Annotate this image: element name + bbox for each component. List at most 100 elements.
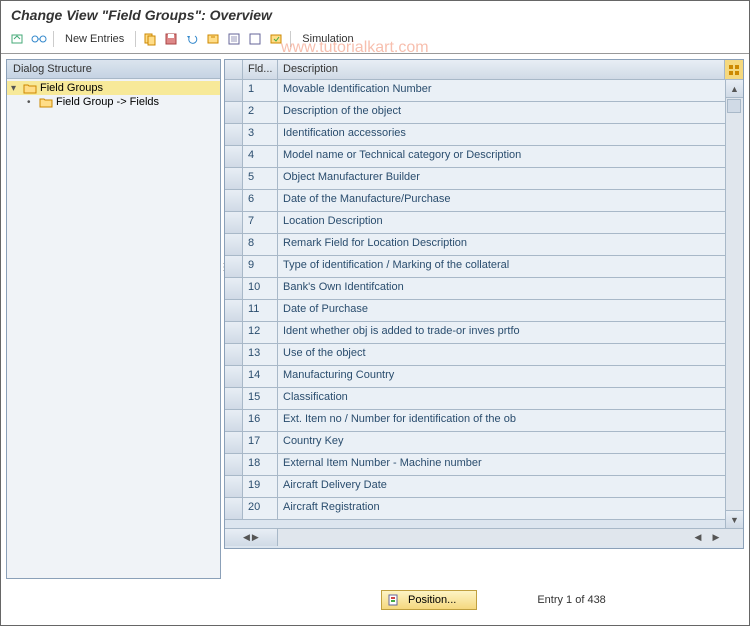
- cell-description[interactable]: Identification accessories: [278, 124, 743, 146]
- cell-description[interactable]: Type of identification / Marking of the …: [278, 256, 743, 278]
- row-selector[interactable]: [225, 388, 243, 410]
- glasses-icon[interactable]: [30, 30, 48, 48]
- row-selector[interactable]: [225, 256, 243, 278]
- config-icon[interactable]: [267, 30, 285, 48]
- table-row[interactable]: 12Ident whether obj is added to trade-or…: [225, 322, 743, 344]
- row-selector[interactable]: [225, 212, 243, 234]
- table-row[interactable]: 11Date of Purchase: [225, 300, 743, 322]
- select-all-header[interactable]: [225, 60, 243, 79]
- table-row[interactable]: 3Identification accessories: [225, 124, 743, 146]
- expand-icon[interactable]: [9, 30, 27, 48]
- cell-description[interactable]: Ident whether obj is added to trade-or i…: [278, 322, 743, 344]
- row-selector[interactable]: [225, 476, 243, 498]
- row-selector[interactable]: [225, 146, 243, 168]
- select-all-icon[interactable]: [225, 30, 243, 48]
- scroll-right-icon[interactable]: ▶: [252, 532, 259, 543]
- cell-description[interactable]: Remark Field for Location Description: [278, 234, 743, 256]
- cell-description[interactable]: Model name or Technical category or Desc…: [278, 146, 743, 168]
- scroll-right-end-icon[interactable]: ▶: [707, 529, 725, 546]
- cell-fld[interactable]: 6: [243, 190, 278, 212]
- cell-fld[interactable]: 11: [243, 300, 278, 322]
- undo-icon[interactable]: [183, 30, 201, 48]
- cell-description[interactable]: Date of Purchase: [278, 300, 743, 322]
- cell-fld[interactable]: 20: [243, 498, 278, 520]
- cell-description[interactable]: Date of the Manufacture/Purchase: [278, 190, 743, 212]
- cell-fld[interactable]: 19: [243, 476, 278, 498]
- cell-description[interactable]: External Item Number - Machine number: [278, 454, 743, 476]
- cell-fld[interactable]: 18: [243, 454, 278, 476]
- cell-description[interactable]: Description of the object: [278, 102, 743, 124]
- cell-fld[interactable]: 1: [243, 80, 278, 102]
- table-row[interactable]: 1Movable Identification Number: [225, 80, 743, 102]
- table-row[interactable]: 9Type of identification / Marking of the…: [225, 256, 743, 278]
- table-row[interactable]: 15Classification: [225, 388, 743, 410]
- table-row[interactable]: 17Country Key: [225, 432, 743, 454]
- row-selector[interactable]: [225, 432, 243, 454]
- row-selector[interactable]: [225, 366, 243, 388]
- table-row[interactable]: 19Aircraft Delivery Date: [225, 476, 743, 498]
- tree-item-field-group-fields[interactable]: • Field Group -> Fields: [7, 95, 220, 109]
- row-selector[interactable]: [225, 410, 243, 432]
- row-selector[interactable]: [225, 498, 243, 520]
- cell-fld[interactable]: 8: [243, 234, 278, 256]
- cell-description[interactable]: Object Manufacturer Builder: [278, 168, 743, 190]
- cell-fld[interactable]: 15: [243, 388, 278, 410]
- tree-item-field-groups[interactable]: ▾ Field Groups: [7, 81, 220, 95]
- row-selector[interactable]: [225, 344, 243, 366]
- vertical-scrollbar[interactable]: ▲ ▼: [725, 80, 743, 528]
- save-icon[interactable]: [162, 30, 180, 48]
- collapse-icon[interactable]: ▾: [11, 83, 23, 94]
- table-row[interactable]: 14Manufacturing Country: [225, 366, 743, 388]
- row-selector[interactable]: [225, 300, 243, 322]
- row-selector[interactable]: [225, 102, 243, 124]
- table-row[interactable]: 4Model name or Technical category or Des…: [225, 146, 743, 168]
- cell-description[interactable]: Use of the object: [278, 344, 743, 366]
- row-selector[interactable]: [225, 322, 243, 344]
- col-header-description[interactable]: Description: [278, 60, 725, 79]
- row-selector[interactable]: [225, 124, 243, 146]
- cell-description[interactable]: Manufacturing Country: [278, 366, 743, 388]
- cell-fld[interactable]: 2: [243, 102, 278, 124]
- table-row[interactable]: 16Ext. Item no / Number for identificati…: [225, 410, 743, 432]
- cell-fld[interactable]: 5: [243, 168, 278, 190]
- scroll-thumb[interactable]: [727, 99, 741, 113]
- cell-description[interactable]: Aircraft Delivery Date: [278, 476, 743, 498]
- cell-fld[interactable]: 16: [243, 410, 278, 432]
- delimit-icon[interactable]: [204, 30, 222, 48]
- table-row[interactable]: 18External Item Number - Machine number: [225, 454, 743, 476]
- table-row[interactable]: 2Description of the object: [225, 102, 743, 124]
- cell-fld[interactable]: 13: [243, 344, 278, 366]
- row-selector[interactable]: [225, 234, 243, 256]
- cell-description[interactable]: Location Description: [278, 212, 743, 234]
- table-row[interactable]: 6Date of the Manufacture/Purchase: [225, 190, 743, 212]
- cell-description[interactable]: Country Key: [278, 432, 743, 454]
- cell-description[interactable]: Bank's Own Identifcation: [278, 278, 743, 300]
- new-entries-button[interactable]: New Entries: [59, 33, 130, 45]
- scroll-left-end-icon[interactable]: ◀: [689, 529, 707, 546]
- horizontal-scrollbar[interactable]: ◀▶ ◀ ▶: [225, 528, 743, 546]
- simulation-button[interactable]: Simulation: [296, 33, 359, 45]
- position-button[interactable]: Position...: [381, 590, 477, 610]
- table-row[interactable]: 20Aircraft Registration: [225, 498, 743, 520]
- scroll-down-icon[interactable]: ▼: [726, 510, 743, 528]
- row-selector[interactable]: [225, 168, 243, 190]
- table-row[interactable]: 5Object Manufacturer Builder: [225, 168, 743, 190]
- deselect-all-icon[interactable]: [246, 30, 264, 48]
- cell-fld[interactable]: 10: [243, 278, 278, 300]
- row-selector[interactable]: [225, 190, 243, 212]
- copy-icon[interactable]: [141, 30, 159, 48]
- cell-fld[interactable]: 4: [243, 146, 278, 168]
- cell-fld[interactable]: 14: [243, 366, 278, 388]
- row-selector[interactable]: [225, 80, 243, 102]
- table-row[interactable]: 7Location Description: [225, 212, 743, 234]
- cell-fld[interactable]: 9: [243, 256, 278, 278]
- row-selector[interactable]: [225, 454, 243, 476]
- grid-config-icon[interactable]: [725, 60, 743, 79]
- table-row[interactable]: 13Use of the object: [225, 344, 743, 366]
- row-selector[interactable]: [225, 278, 243, 300]
- cell-fld[interactable]: 12: [243, 322, 278, 344]
- cell-fld[interactable]: 3: [243, 124, 278, 146]
- cell-fld[interactable]: 17: [243, 432, 278, 454]
- cell-description[interactable]: Movable Identification Number: [278, 80, 743, 102]
- table-row[interactable]: 10Bank's Own Identifcation: [225, 278, 743, 300]
